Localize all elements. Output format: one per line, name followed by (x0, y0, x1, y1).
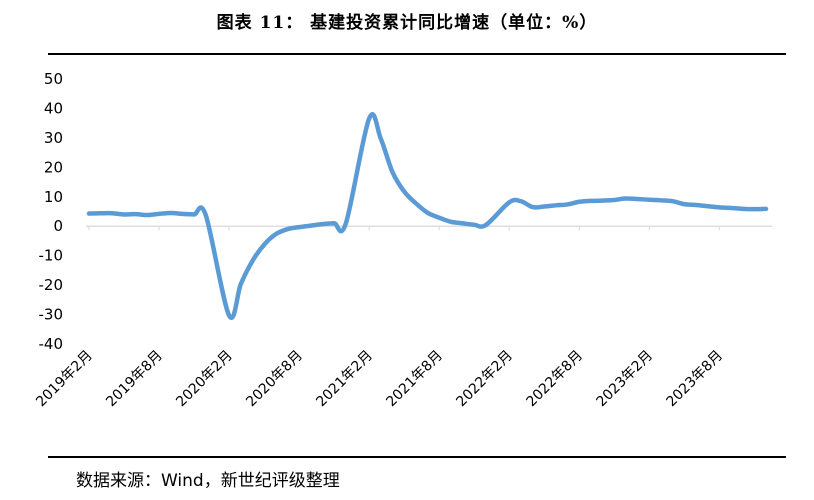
x-tick-label: 2022年8月 (523, 348, 586, 411)
x-tick-label: 2022年2月 (453, 348, 516, 411)
x-tick-label: 2020年2月 (173, 348, 236, 411)
data-point (274, 232, 278, 236)
data-point (180, 212, 184, 216)
x-axis: 2019年2月 2019年8月 2020年2月 2020年8月 2021年2月 2021年… (33, 226, 726, 410)
chart-title: 图表 11： 基建投资累计同比增速（单位：%） (216, 13, 598, 33)
data-point (461, 221, 465, 225)
data-point (577, 200, 581, 204)
data-point (472, 223, 476, 227)
data-point (297, 225, 301, 229)
data-point (589, 199, 593, 203)
y-tick-label: 30 (44, 129, 63, 147)
data-point (624, 197, 628, 201)
data-point (717, 205, 721, 209)
x-tick-label: 2023年8月 (664, 348, 727, 411)
y-tick-label: -20 (39, 276, 64, 294)
data-point (647, 198, 651, 202)
data-point (659, 198, 663, 202)
data-point (192, 212, 196, 216)
data-point (169, 211, 173, 215)
data-point (87, 212, 91, 216)
data-point (367, 116, 371, 120)
data-points (87, 116, 768, 317)
data-point (601, 199, 605, 203)
data-point (729, 206, 733, 210)
bottom-rule (48, 456, 786, 458)
data-point (507, 200, 511, 204)
data-point (566, 202, 570, 206)
top-rule (48, 53, 786, 55)
y-tick-label: 40 (44, 99, 63, 117)
data-point (426, 211, 430, 215)
source-note: 数据来源：Wind，新世纪评级整理 (76, 471, 340, 491)
data-point (379, 137, 383, 141)
data-point (764, 207, 768, 211)
y-axis: 50 40 30 20 10 0 -10 -20 -30 -40 (39, 70, 64, 353)
data-point (554, 203, 558, 207)
data-point (262, 243, 266, 247)
data-point (320, 222, 324, 226)
data-point (612, 198, 616, 202)
data-point (741, 207, 745, 211)
data-point (227, 313, 231, 317)
data-point (671, 199, 675, 203)
x-tick-label: 2020年8月 (243, 348, 306, 411)
x-tick-label: 2021年8月 (383, 348, 446, 411)
data-point (531, 205, 535, 209)
data-point (134, 212, 138, 216)
y-tick-label: -30 (39, 306, 64, 324)
data-point (309, 224, 313, 228)
y-tick-label: 50 (44, 70, 63, 88)
x-tick-label: 2019年2月 (33, 348, 96, 411)
data-point (437, 216, 441, 220)
data-point (449, 220, 453, 224)
data-point (344, 222, 348, 226)
data-point (145, 213, 149, 217)
data-point (250, 259, 254, 263)
data-point (122, 212, 126, 216)
data-point (682, 202, 686, 206)
data-point (157, 212, 161, 216)
data-point (239, 282, 243, 286)
data-point (204, 213, 208, 217)
data-point (484, 223, 488, 227)
data-point (519, 199, 523, 203)
data-point (99, 211, 103, 215)
data-point (752, 207, 756, 211)
data-point (110, 211, 114, 215)
y-tick-label: -10 (39, 247, 64, 265)
x-tick-label: 2023年2月 (593, 348, 656, 411)
y-tick-label: 20 (44, 158, 63, 176)
data-point (285, 227, 289, 231)
y-tick-label: 0 (53, 217, 63, 235)
series-line (86, 112, 769, 321)
data-point (414, 201, 418, 205)
data-point (402, 189, 406, 193)
data-point (706, 204, 710, 208)
x-tick-label: 2021年2月 (313, 348, 376, 411)
x-tick-label: 2019年8月 (103, 348, 166, 411)
data-point (390, 170, 394, 174)
y-tick-label: 10 (44, 188, 63, 206)
data-point (542, 204, 546, 208)
data-point (332, 221, 336, 225)
data-point (694, 203, 698, 207)
y-tick-label: -40 (39, 335, 64, 353)
